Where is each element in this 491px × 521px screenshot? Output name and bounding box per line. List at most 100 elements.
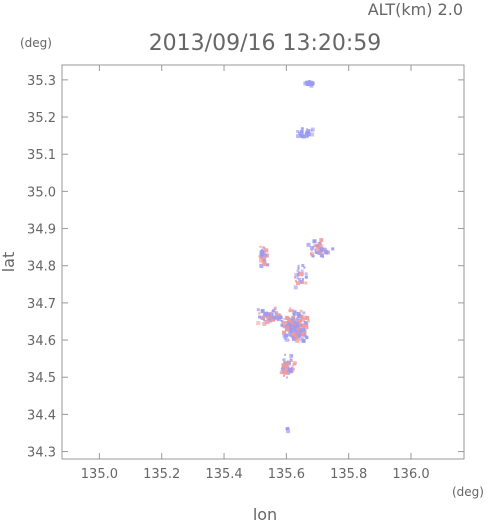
echo-point [304,133,309,138]
echo-point [262,321,267,326]
echo-point [307,134,310,136]
echo-point [302,331,307,336]
echo-point [284,367,288,371]
echo-point [301,327,306,332]
echo-point [293,318,297,322]
echo-point [262,247,265,250]
echo-point [314,248,317,251]
echo-point [289,358,293,362]
y-tick-label: 34.3 [27,446,56,461]
echo-point [284,353,287,356]
echo-point [292,335,295,338]
echo-point [293,325,297,329]
echo-point [259,245,262,248]
echo-point [319,247,324,252]
plot-frame [61,64,465,460]
echo-point [317,249,321,253]
x-axis-label: lon [253,505,277,521]
echo-point [299,134,303,137]
y-tick-label: 34.8 [27,260,56,275]
echo-point [301,334,304,337]
echo-point [284,337,289,342]
echo-point [258,315,261,319]
echo-point [294,280,297,283]
echo-point [294,273,299,278]
x-unit-label: (deg) [452,485,484,499]
y-tick-label: 35.1 [27,148,56,163]
echo-point [271,316,274,319]
echo-point [286,321,289,324]
echo-point [293,310,297,314]
echo-point [260,309,265,314]
echo-point [303,81,308,86]
echo-point [272,309,276,312]
echo-point [310,132,315,137]
echo-point [307,82,312,86]
echo-point [262,315,266,319]
echo-point [286,362,290,366]
echo-point [291,337,296,342]
echo-point [266,315,269,319]
y-tick-label: 35.3 [27,74,56,89]
echo-point [299,271,304,276]
y-tick-label: 34.4 [27,408,56,423]
echo-point [300,127,304,131]
echo-point [298,271,300,274]
echo-point [305,135,308,138]
y-tick-label: 34.6 [27,334,56,349]
echo-point [282,334,286,338]
radar-echoes [256,80,335,434]
echo-point [297,333,302,338]
echo-point [293,327,297,331]
echo-point [312,239,317,244]
echo-point [280,319,283,322]
y-unit-label: (deg) [20,36,52,50]
echo-point [292,323,295,326]
echo-point [282,321,286,325]
echo-point [290,335,293,338]
echo-point [274,315,279,320]
echo-point [296,281,300,286]
echo-point [263,319,265,322]
echo-point [291,367,293,370]
echo-point [289,329,293,333]
altitude-label: ALT(km) 2.0 [368,0,463,19]
echo-point [279,371,283,375]
echo-point [288,332,292,337]
echo-point [284,365,287,368]
chart-title: 2013/09/16 13:20:59 [149,31,382,56]
echo-point [292,312,296,316]
echo-point [260,252,265,257]
echo-point [291,365,294,367]
echo-point [301,323,306,328]
echo-point [297,266,300,269]
echo-point [304,281,308,285]
echo-point [295,338,300,343]
echo-point [263,253,267,257]
echo-point [319,252,322,255]
echo-point [297,331,300,334]
echo-point [285,427,289,431]
echo-point [298,131,302,135]
echo-point [258,312,261,315]
echo-point [324,250,329,255]
echo-point [303,321,307,325]
echo-point [285,327,290,332]
echo-point [322,255,324,258]
x-tick-label: 136.0 [392,467,429,482]
echo-point [296,130,300,133]
echo-point [300,315,304,319]
echo-point [274,308,277,311]
echo-point [286,376,288,379]
echo-point [289,307,292,310]
echo-point [291,328,296,333]
echo-point [259,259,264,264]
echo-point [310,249,313,252]
x-tick-label: 135.6 [268,467,305,482]
echo-point [313,244,317,248]
echo-point [306,242,311,247]
echo-point [288,324,292,328]
echo-point [262,246,265,249]
echo-point [284,315,289,320]
